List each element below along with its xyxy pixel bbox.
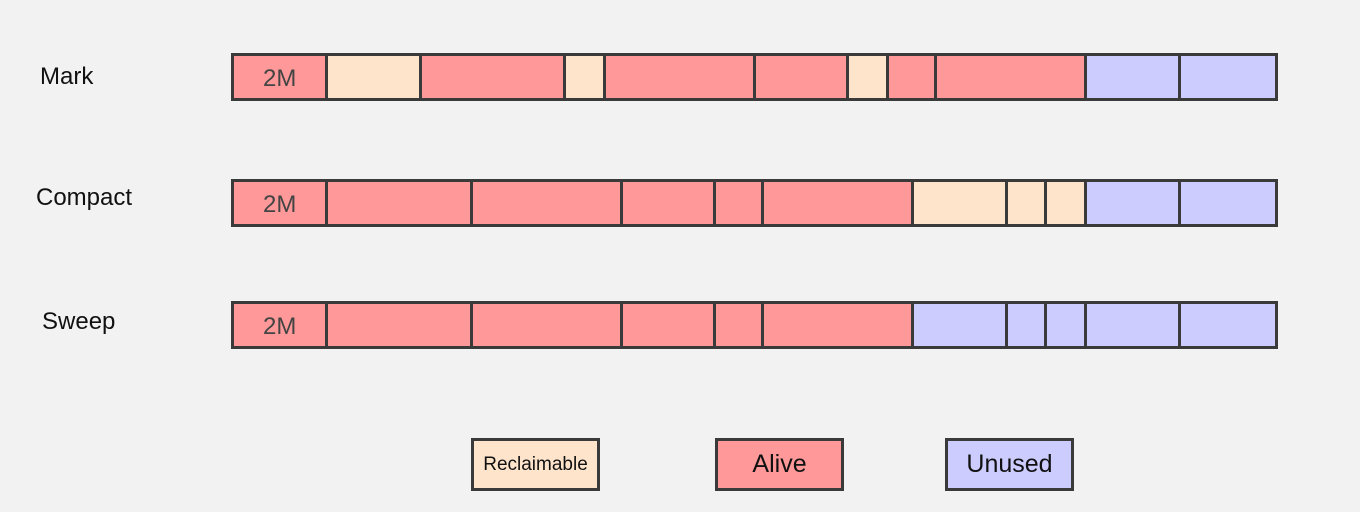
legend-label-reclaimable: Reclaimable xyxy=(483,453,588,475)
memory-block-unused xyxy=(1180,56,1275,98)
block-size-label: 2M xyxy=(263,65,297,92)
memory-block-unused xyxy=(1087,56,1181,98)
memory-block-alive: 2M xyxy=(234,304,329,346)
memory-block-alive xyxy=(472,304,623,346)
memory-block-alive xyxy=(716,182,764,224)
memory-block-alive: 2M xyxy=(234,56,329,98)
memory-block-alive xyxy=(936,56,1088,98)
memory-block-alive: 2M xyxy=(234,182,329,224)
legend-unused: Unused xyxy=(945,438,1074,491)
memory-block-reclaimable xyxy=(566,56,606,98)
memory-block-alive xyxy=(605,56,756,98)
memory-bar-sweep: 2M xyxy=(231,301,1278,349)
legend-label-unused: Unused xyxy=(966,450,1053,478)
memory-block-alive xyxy=(716,304,764,346)
memory-block-alive xyxy=(421,56,567,98)
memory-block-unused xyxy=(1087,304,1181,346)
row-label-mark: Mark xyxy=(40,63,94,90)
row-label-compact: Compact xyxy=(36,184,133,211)
legend-label-alive: Alive xyxy=(752,450,807,478)
memory-block-reclaimable xyxy=(914,182,1008,224)
block-size-label: 2M xyxy=(263,191,297,218)
legend-reclaimable: Reclaimable xyxy=(471,438,600,491)
block-size-label: 2M xyxy=(263,313,297,340)
memory-bar-compact: 2M xyxy=(231,179,1278,227)
memory-block-alive xyxy=(328,182,473,224)
memory-block-unused xyxy=(914,304,1008,346)
memory-block-alive xyxy=(755,56,850,98)
memory-block-alive xyxy=(763,304,915,346)
memory-block-reclaimable xyxy=(849,56,890,98)
memory-block-unused xyxy=(1007,304,1048,346)
memory-bar-mark: 2M xyxy=(231,53,1278,101)
memory-block-reclaimable xyxy=(328,56,422,98)
legend-alive: Alive xyxy=(715,438,844,491)
row-label-sweep: Sweep xyxy=(42,308,116,335)
memory-block-unused xyxy=(1087,182,1181,224)
memory-block-alive xyxy=(622,182,717,224)
memory-block-reclaimable xyxy=(1047,182,1088,224)
memory-block-unused xyxy=(1047,304,1088,346)
memory-block-alive xyxy=(889,56,937,98)
memory-block-alive xyxy=(622,304,717,346)
memory-block-alive xyxy=(763,182,915,224)
memory-block-unused xyxy=(1180,182,1275,224)
memory-block-unused xyxy=(1180,304,1275,346)
memory-block-alive xyxy=(328,304,473,346)
memory-block-alive xyxy=(472,182,623,224)
memory-block-reclaimable xyxy=(1007,182,1048,224)
